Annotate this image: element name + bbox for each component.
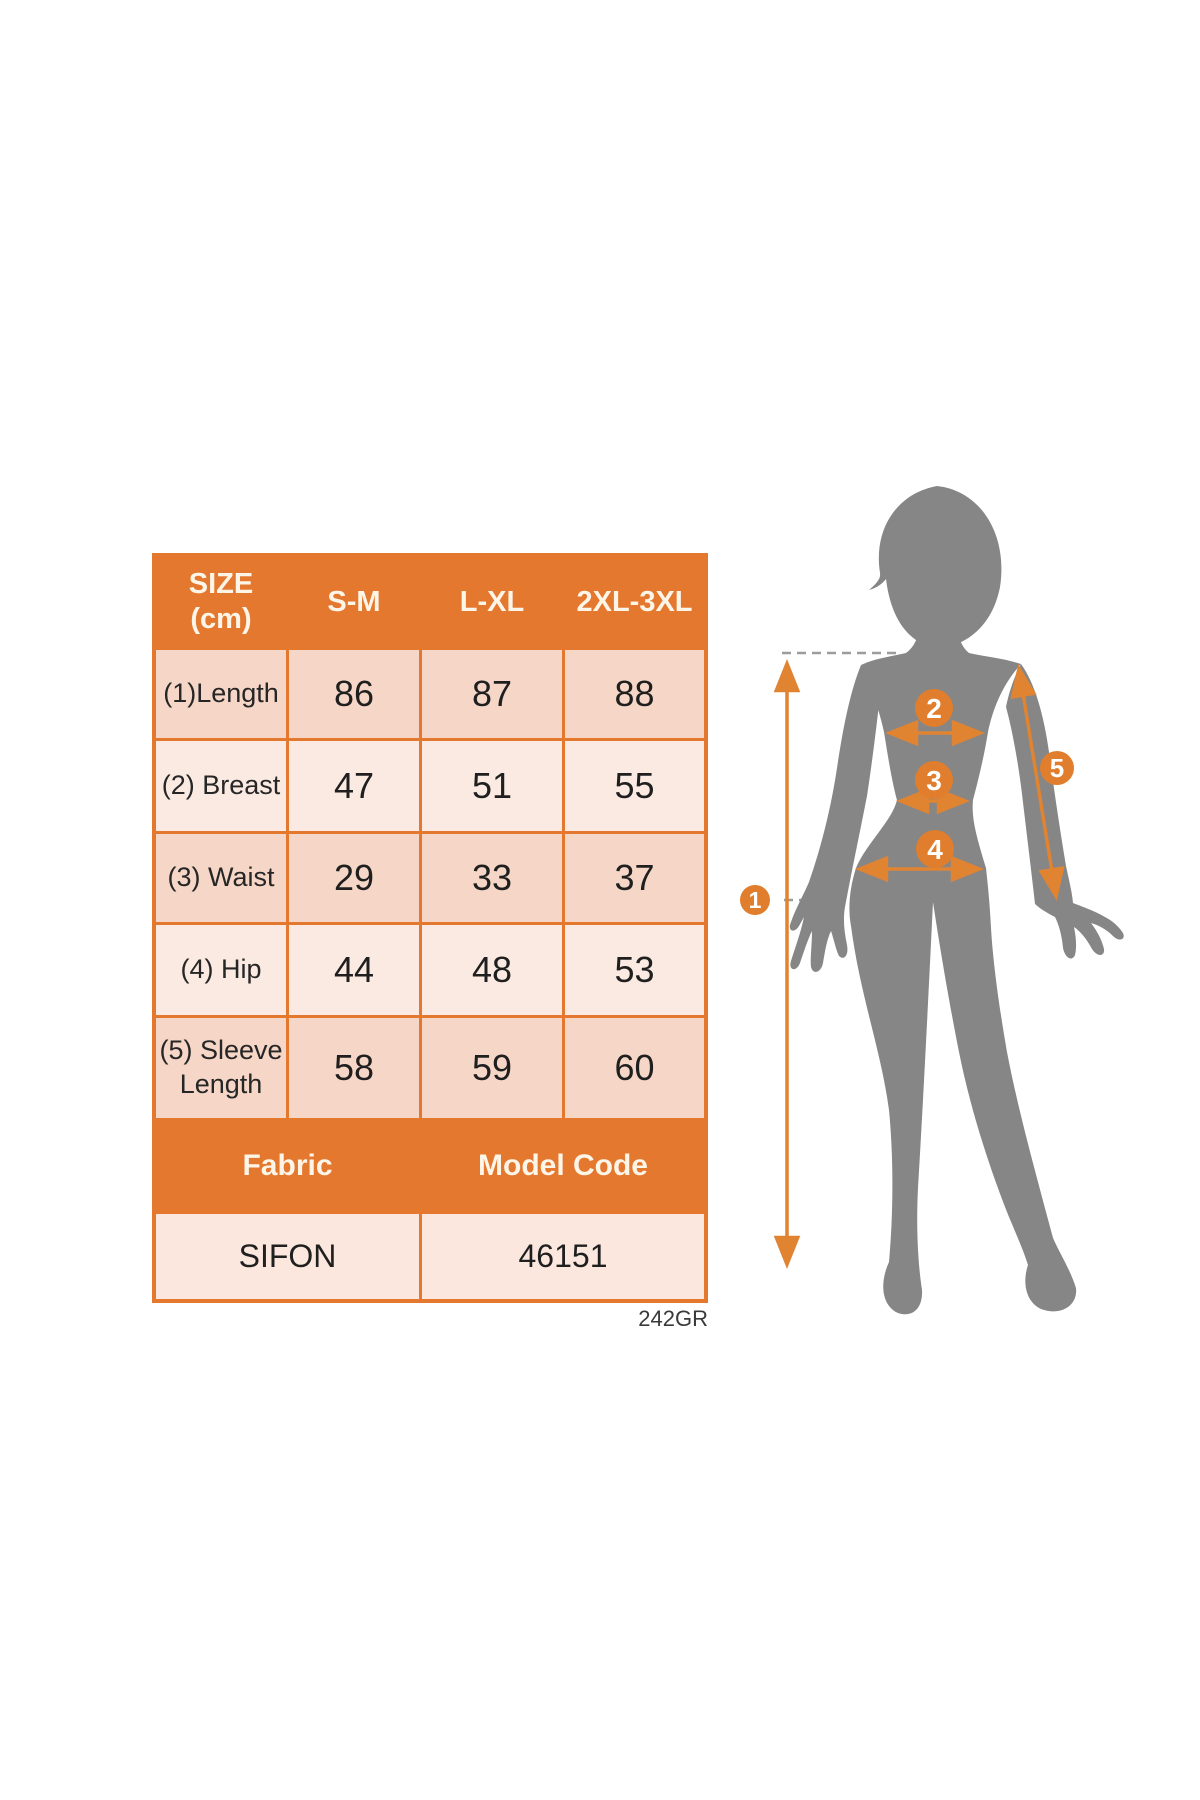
value-sleeve-lxl: 59 xyxy=(422,1018,562,1118)
header-col-sm: S-M xyxy=(289,557,419,647)
fabric-header: Fabric xyxy=(156,1121,419,1211)
value-waist-lxl: 33 xyxy=(422,834,562,922)
value-length-sm: 86 xyxy=(289,650,419,738)
measurement-markers: 1 2 3 4 5 xyxy=(740,689,1074,915)
value-waist-2xl3xl: 37 xyxy=(565,834,704,922)
marker-3-waist: 3 xyxy=(915,761,953,799)
value-hip-sm: 44 xyxy=(289,925,419,1015)
silhouette-left-arm xyxy=(789,665,879,972)
value-breast-sm: 47 xyxy=(289,741,419,831)
row-label-hip: (4) Hip xyxy=(156,925,286,1015)
value-length-lxl: 87 xyxy=(422,650,562,738)
header-size-cm: SIZE (cm) xyxy=(156,557,286,647)
value-sleeve-sm: 58 xyxy=(289,1018,419,1118)
header-col-2xl3xl: 2XL-3XL xyxy=(565,557,704,647)
measurement-arrows xyxy=(773,659,1065,1269)
model-code-value: 46151 xyxy=(422,1214,704,1299)
fabric-value: SIFON xyxy=(156,1214,419,1299)
value-breast-lxl: 51 xyxy=(422,741,562,831)
sleeve-arrow xyxy=(1010,664,1065,901)
size-chart-table: SIZE (cm) S-M L-XL 2XL-3XL (1)Length 86 … xyxy=(152,553,708,1303)
value-sleeve-2xl3xl: 60 xyxy=(565,1018,704,1118)
marker-1-length: 1 xyxy=(740,885,770,915)
value-hip-2xl3xl: 53 xyxy=(565,925,704,1015)
marker-2-label: 2 xyxy=(926,693,942,724)
marker-2-breast: 2 xyxy=(915,689,953,727)
value-breast-2xl3xl: 55 xyxy=(565,741,704,831)
marker-5-label: 5 xyxy=(1050,753,1064,783)
silhouette-hair-head xyxy=(869,486,1002,649)
female-silhouette xyxy=(789,486,1124,1315)
marker-3-label: 3 xyxy=(926,765,942,796)
row-label-length: (1)Length xyxy=(156,650,286,738)
value-length-2xl3xl: 88 xyxy=(565,650,704,738)
row-label-breast: (2) Breast xyxy=(156,741,286,831)
marker-4-hip: 4 xyxy=(916,830,954,868)
row-label-waist: (3) Waist xyxy=(156,834,286,922)
model-code-header: Model Code xyxy=(422,1121,704,1211)
row-label-sleeve-length: (5) Sleeve Length xyxy=(156,1018,286,1118)
note-code: 242GR xyxy=(638,1306,708,1331)
marker-5-sleeve: 5 xyxy=(1040,751,1074,785)
marker-4-label: 4 xyxy=(927,834,943,865)
value-hip-lxl: 48 xyxy=(422,925,562,1015)
marker-1-label: 1 xyxy=(749,887,762,913)
value-waist-sm: 29 xyxy=(289,834,419,922)
header-col-lxl: L-XL xyxy=(422,557,562,647)
measurement-figure: 1 2 3 4 5 xyxy=(740,486,1124,1315)
